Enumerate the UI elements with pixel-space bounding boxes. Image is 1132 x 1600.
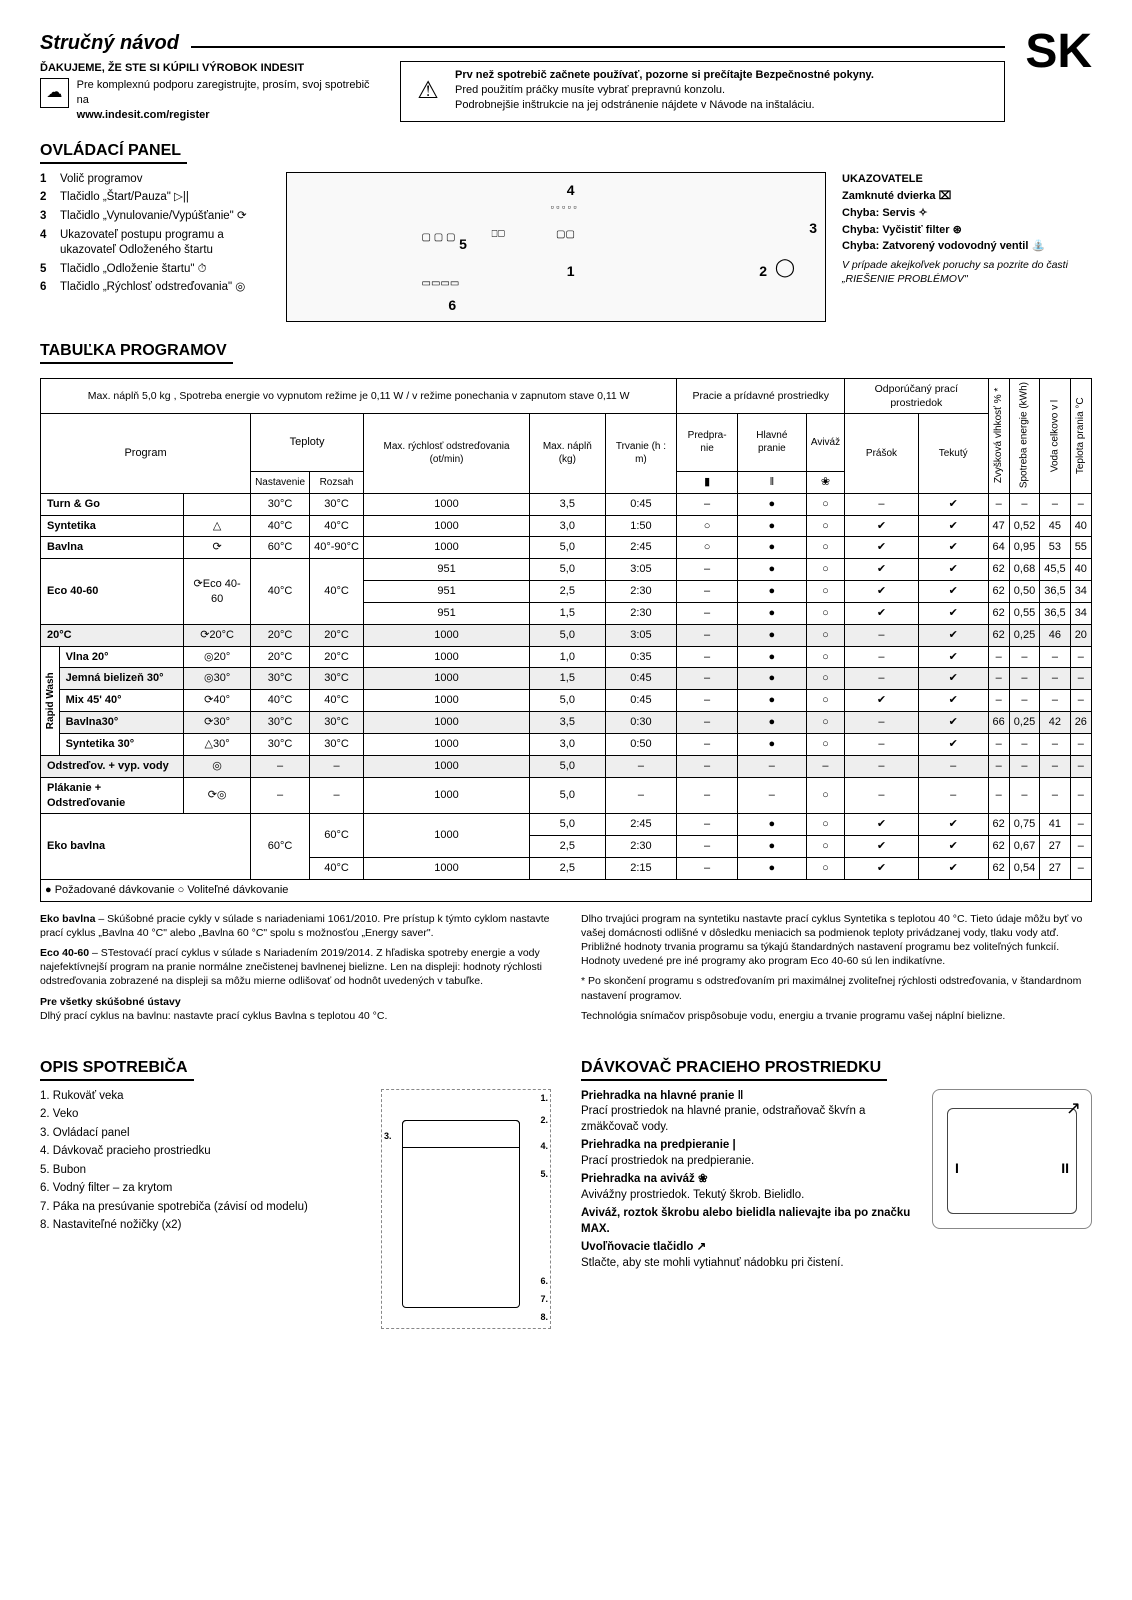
title-rule: [191, 46, 1005, 48]
note-paragraph: Eco 40-60 – STestovaćí prací cyklus v sú…: [40, 946, 551, 989]
list-item: 5. Bubon: [40, 1163, 361, 1179]
panel-item: 2Tlačidlo „Štart/Pauza" ▷||: [40, 190, 270, 206]
section-detergent-dispenser: DÁVKOVAČ PRACIEHO PROSTRIEDKU: [581, 1057, 887, 1081]
list-item: 7. Páka na presúvanie spotrebiča (závisí…: [40, 1200, 361, 1216]
table-row: Bavlna30°⟳30°30°C30°C10003,50:30–●○–✔660…: [41, 712, 1092, 734]
panel-item: 4Ukazovateľ postupu programu a ukazovate…: [40, 228, 270, 259]
guide-title: Stručný návod: [40, 30, 179, 57]
list-item: 8. Nastaviteľné nožičky (x2): [40, 1218, 361, 1234]
table-row: Syntetika△40°C40°C10003,01:50○●○✔✔470,52…: [41, 515, 1092, 537]
table-row: Turn & Go30°C30°C10003,50:45–●○–✔––––: [41, 493, 1092, 515]
list-item: 2. Veko: [40, 1107, 361, 1123]
table-row: Syntetika 30°△30°30°C30°C10003,00:50–●○–…: [41, 734, 1092, 756]
panel-items-list: 1Volič programov 2Tlačidlo „Štart/Pauza" …: [40, 172, 270, 299]
panel-item: 1Volič programov: [40, 172, 270, 188]
table-row: 20°C⟳20°C20°C20°C10005,03:05–●○–✔620,254…: [41, 624, 1092, 646]
indicator-item: Chyba: Servis ✧: [842, 206, 1092, 221]
appliance-diagram: 1. 2. 3. 4. 5. 6. 7. 8.: [381, 1089, 551, 1329]
warning-line3: Podrobnejšie inštrukcie na jej odstránen…: [455, 99, 815, 111]
table-row: Jemná bielizeň 30°◎30°30°C30°C10001,50:4…: [41, 668, 1092, 690]
list-item: 4. Dávkovač pracieho prostriedku: [40, 1144, 361, 1160]
register-url: www.indesit.com/register: [77, 109, 210, 121]
indicator-item: Zamknuté dvierka ⌧: [842, 189, 1092, 204]
register-text: Pre komplexnú podporu zaregistrujte, pro…: [77, 79, 370, 106]
note-paragraph: Eko bavlna – Skúšobné pracie cykly v súl…: [40, 912, 551, 940]
list-item: 1. Rukoväť veka: [40, 1089, 361, 1105]
thanks-line: ĎAKUJEME, ŽE STE SI KÚPILI VÝROBOK INDES…: [40, 61, 370, 76]
language-code: SK: [1025, 30, 1092, 73]
note-paragraph: Pre všetky skúšobné ústavyDlhý prací cyk…: [40, 995, 551, 1023]
program-table: Max. náplň 5,0 kg , Spotreba energie vo …: [40, 378, 1092, 902]
indicator-item: Chyba: Vyčistiť filter ⊛: [842, 223, 1092, 238]
list-item: 6. Vodný filter – za krytom: [40, 1181, 361, 1197]
warning-box: ⚠ Prv než spotrebič začnete používať, po…: [400, 61, 1005, 122]
panel-item: 3Tlačidlo „Vynulovanie/Vypúšťanie" ⟳: [40, 209, 270, 225]
table-row: Bavlna⟳60°C40°-90°C10005,02:45○●○✔✔640,9…: [41, 537, 1092, 559]
dispenser-block: Priehradka na predpieranie |Prací prostr…: [581, 1138, 920, 1169]
dispenser-block: Priehradka na hlavné pranie ‖Prací prost…: [581, 1089, 920, 1136]
note-paragraph: Dlho trvajúci program na syntetiku nasta…: [581, 912, 1092, 969]
table-row: Rapid WashVlna 20°◎20°20°C20°C10001,00:3…: [41, 646, 1092, 668]
warning-line2: Pred použitím práčky musíte vybrať prepr…: [455, 84, 725, 96]
header-row: Stručný návod ĎAKUJEME, ŽE STE SI KÚPILI…: [40, 30, 1092, 122]
dispenser-block: Uvoľňovacie tlačidlo ↗Stlačte, aby ste m…: [581, 1240, 920, 1271]
register-icon: ☁: [40, 78, 69, 108]
panel-item: 6Tlačidlo „Rýchlosť odstreďovania" ◎: [40, 280, 270, 296]
dispenser-text: Priehradka na hlavné pranie ‖Prací prost…: [581, 1089, 920, 1275]
notes-columns: Eko bavlna – Skúšobné pracie cykly v súl…: [40, 912, 1092, 1029]
section-program-table: TABUĽKA PROGRAMOV: [40, 340, 233, 364]
indicator-item: Chyba: Zatvorený vodovodný ventil ⛲: [842, 239, 1092, 254]
warning-bold: Prv než spotrebič začnete používať, pozo…: [455, 69, 874, 81]
warning-icon: ⚠: [411, 68, 445, 115]
indicators-note: V prípade akejkoľvek poruchy sa pozrite …: [842, 258, 1092, 286]
note-paragraph: Technológia snímačov prispôsobuje vodu, …: [581, 1009, 1092, 1023]
dispenser-diagram: I II ↗: [932, 1089, 1092, 1229]
section-control-panel: OVLÁDACÍ PANEL: [40, 140, 187, 164]
dispenser-block: Aviváž, roztok škrobu alebo bielidla nal…: [581, 1206, 920, 1237]
indicators-title: UKAZOVATELE: [842, 172, 1092, 187]
table-caption: Max. náplň 5,0 kg , Spotreba energie vo …: [41, 378, 677, 413]
list-item: 3. Ovládací panel: [40, 1126, 361, 1142]
note-paragraph: * Po skončení programu s odstreďovaním p…: [581, 974, 1092, 1002]
panel-item: 5Tlačidlo „Odloženie štartu" ⏱: [40, 262, 270, 278]
dispenser-block: Priehradka na aviváž ❀Avivážny prostried…: [581, 1172, 920, 1203]
appliance-parts-list: 1. Rukoväť veka 2. Veko 3. Ovládací panel 4…: [40, 1089, 361, 1329]
indicators-column: UKAZOVATELE Zamknuté dvierka ⌧ Chyba: Ser…: [842, 172, 1092, 289]
control-panel-diagram: 4 3 2 1 5 6 ▢ ▢ ▢ ⎕▢ ▢▢ ▫ ▫ ▫ ▫ ▫ ◯ ▭▭▭▭: [286, 172, 826, 322]
table-row: Odstreďov. + vyp. vody◎––10005,0––––––––…: [41, 755, 1092, 777]
section-appliance-description: OPIS SPOTREBIČA: [40, 1057, 194, 1081]
table-row: Mix 45' 40°⟳40°40°C40°C10005,00:45–●○✔✔–…: [41, 690, 1092, 712]
table-row: Plákanie + Odstreďovanie⟳◎––10005,0–––○–…: [41, 777, 1092, 814]
table-legend: ● Požadované dávkovanie ○ Voliteľné dávk…: [41, 879, 1092, 901]
